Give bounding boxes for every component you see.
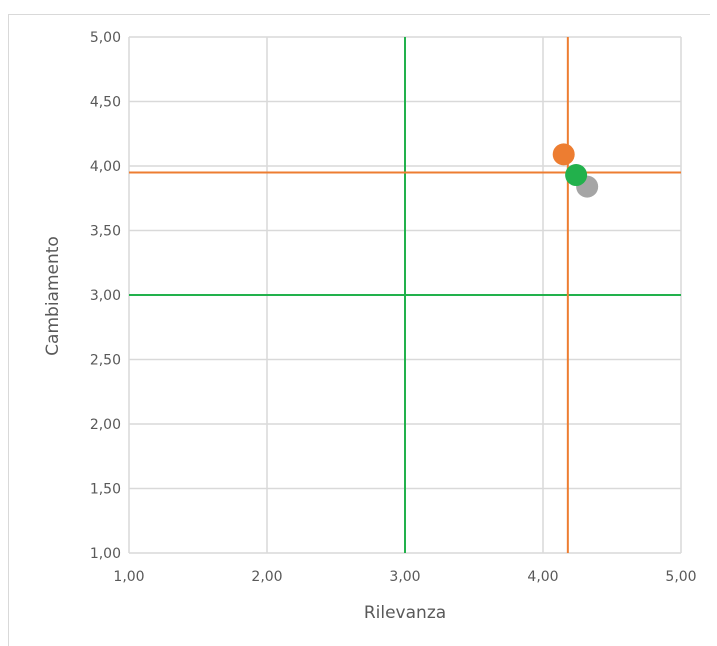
- data-points: [552, 143, 599, 198]
- y-tick-label-0: 1,00: [90, 546, 121, 562]
- y-tick-label-8: 5,00: [90, 30, 121, 46]
- y-tick-label-6: 4,00: [90, 159, 121, 175]
- reference-lines: [129, 37, 681, 553]
- x-tick-label-4: 5,00: [665, 569, 696, 585]
- y-tick-label-3: 2,50: [90, 353, 121, 369]
- chart-frame: [8, 14, 710, 646]
- x-tick-labels: 1,00 2,00 3,00 4,00 5,00: [113, 569, 696, 585]
- data-point-2-0: [565, 164, 588, 187]
- y-axis-title: Cambiamento: [43, 236, 63, 356]
- data-point-0-0: [552, 143, 575, 166]
- x-tick-label-2: 3,00: [389, 569, 420, 585]
- x-tick-label-1: 2,00: [251, 569, 282, 585]
- y-tick-label-2: 2,00: [90, 417, 121, 433]
- y-tick-label-7: 4,50: [90, 95, 121, 111]
- x-tick-label-3: 4,00: [527, 569, 558, 585]
- x-tick-label-0: 1,00: [113, 569, 144, 585]
- y-tick-label-1: 1,50: [90, 482, 121, 498]
- y-tick-labels: 1,00 1,50 2,00 2,50 3,00 3,50 4,00 4,50 5,00: [90, 30, 121, 562]
- x-axis-title: Rilevanza: [364, 603, 446, 623]
- y-tick-label-5: 3,50: [90, 224, 121, 240]
- y-tick-label-4: 3,00: [90, 288, 121, 304]
